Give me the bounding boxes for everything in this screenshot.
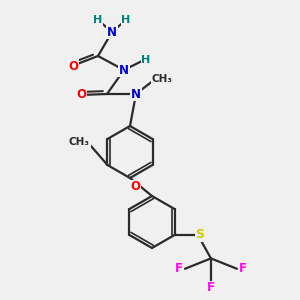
Text: N: N: [107, 26, 117, 38]
Text: H: H: [141, 55, 151, 65]
Text: CH₃: CH₃: [152, 74, 172, 84]
Text: N: N: [119, 64, 129, 76]
Text: CH₃: CH₃: [69, 137, 90, 147]
Text: F: F: [239, 262, 247, 275]
Text: S: S: [195, 229, 204, 242]
Text: O: O: [130, 181, 140, 194]
Text: H: H: [122, 15, 130, 25]
Text: O: O: [76, 88, 86, 101]
Text: F: F: [207, 281, 215, 294]
Text: H: H: [93, 15, 103, 25]
Text: O: O: [68, 59, 78, 73]
Text: N: N: [131, 88, 141, 100]
Text: F: F: [175, 262, 183, 275]
